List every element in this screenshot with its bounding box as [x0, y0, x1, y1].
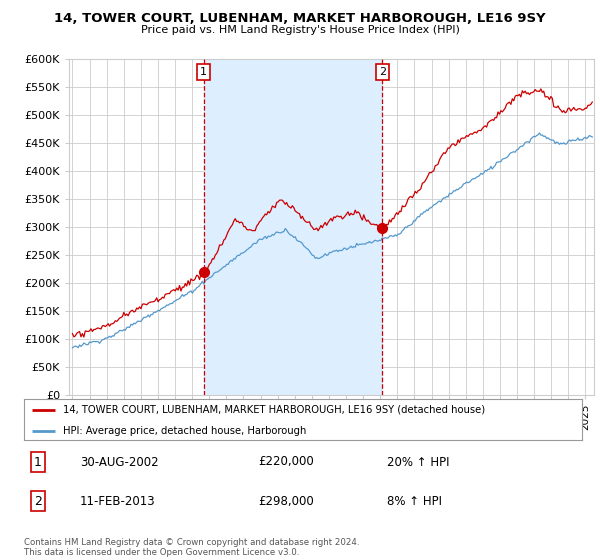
- Text: £220,000: £220,000: [259, 455, 314, 469]
- Text: Price paid vs. HM Land Registry's House Price Index (HPI): Price paid vs. HM Land Registry's House …: [140, 25, 460, 35]
- Text: £298,000: £298,000: [259, 494, 314, 508]
- Text: 14, TOWER COURT, LUBENHAM, MARKET HARBOROUGH, LE16 9SY (detached house): 14, TOWER COURT, LUBENHAM, MARKET HARBOR…: [63, 405, 485, 415]
- Text: 14, TOWER COURT, LUBENHAM, MARKET HARBOROUGH, LE16 9SY: 14, TOWER COURT, LUBENHAM, MARKET HARBOR…: [54, 12, 546, 25]
- Text: 2: 2: [379, 67, 386, 77]
- Text: 1: 1: [34, 455, 42, 469]
- Text: 30-AUG-2002: 30-AUG-2002: [80, 455, 158, 469]
- Text: 11-FEB-2013: 11-FEB-2013: [80, 494, 155, 508]
- Text: Contains HM Land Registry data © Crown copyright and database right 2024.
This d: Contains HM Land Registry data © Crown c…: [24, 538, 359, 557]
- Bar: [203, 59, 382, 395]
- Text: 2: 2: [34, 494, 42, 508]
- Text: 1: 1: [200, 67, 207, 77]
- Text: HPI: Average price, detached house, Harborough: HPI: Average price, detached house, Harb…: [63, 426, 307, 436]
- Text: 20% ↑ HPI: 20% ↑ HPI: [387, 455, 449, 469]
- Text: 8% ↑ HPI: 8% ↑ HPI: [387, 494, 442, 508]
